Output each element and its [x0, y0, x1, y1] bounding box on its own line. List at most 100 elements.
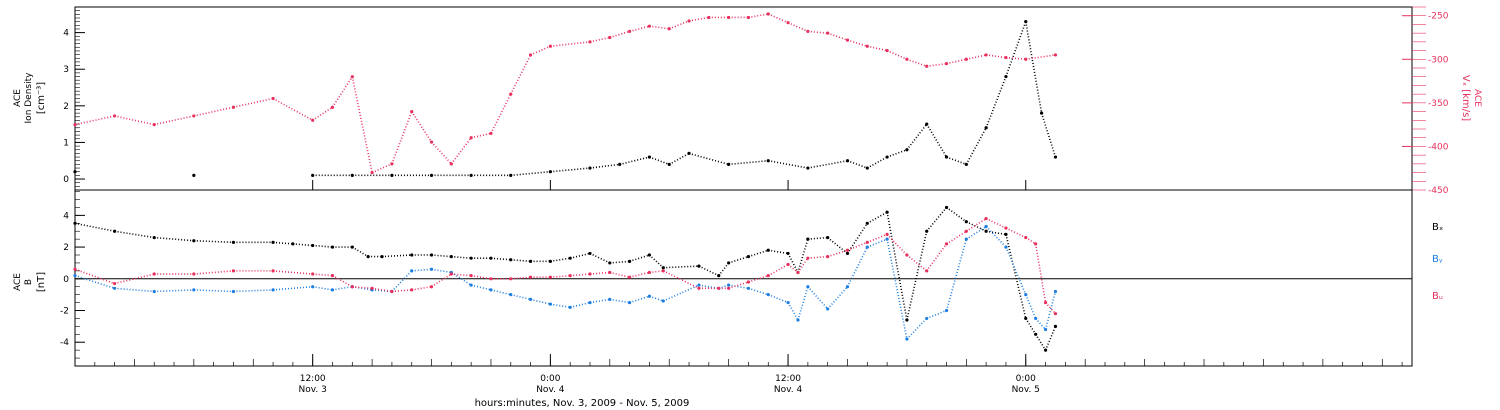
- bz-point-trace: [629, 271, 650, 278]
- vx-point-trace: [649, 25, 670, 30]
- bz-point-trace: [114, 273, 155, 285]
- vx-point-trace: [530, 45, 551, 56]
- by-point-trace: [411, 268, 432, 272]
- vx-point-trace: [233, 97, 274, 108]
- bx-point-trace: [154, 236, 194, 242]
- bz-point-trace: [312, 273, 333, 277]
- bottom-left-tick-label: 2: [63, 243, 69, 253]
- by-point: [152, 289, 156, 294]
- density-point-trace: [589, 163, 620, 169]
- bz-point-trace: [471, 274, 492, 280]
- bx-point-trace: [273, 241, 293, 245]
- bx-point-trace: [663, 265, 699, 269]
- bottom-left-ticks: 4 2 0 -2 -4: [60, 191, 85, 367]
- bz-point-trace: [570, 273, 591, 277]
- bz-point-trace: [866, 233, 888, 244]
- bx-point-trace: [1005, 234, 1027, 319]
- by-point-trace: [193, 289, 234, 293]
- by-point-trace: [154, 289, 194, 293]
- x-tick-date: Nov. 4: [774, 385, 803, 395]
- bz-point-trace: [906, 254, 928, 272]
- legend-bx: Bₓ: [1432, 222, 1443, 233]
- by-point-trace: [312, 285, 333, 291]
- by-point-trace: [985, 225, 1007, 248]
- vx-point-trace: [411, 111, 433, 143]
- bottom-left-tick-label: -4: [60, 338, 69, 348]
- bx-point-trace: [986, 230, 1007, 236]
- by-point-trace: [945, 238, 968, 311]
- bx-point: [885, 210, 889, 214]
- bx-point-trace: [114, 230, 155, 239]
- by-point-trace: [1035, 317, 1047, 331]
- bx-point-trace: [787, 253, 799, 273]
- vx-point: [429, 140, 434, 144]
- by-point-trace: [965, 225, 987, 240]
- vx-point-trace: [114, 115, 155, 126]
- bz-point-trace: [74, 268, 115, 285]
- density-point-trace: [926, 123, 948, 158]
- bx-point-trace: [1044, 326, 1057, 351]
- bz-point-trace: [728, 281, 749, 290]
- bx-point: [786, 251, 790, 256]
- bz-point-trace: [352, 285, 373, 290]
- bx-point-trace: [312, 244, 333, 248]
- x-tick-date: Nov. 4: [536, 385, 565, 395]
- density-point-trace: [866, 156, 888, 169]
- bz-point-trace: [332, 274, 353, 288]
- vx-point-trace: [371, 163, 393, 174]
- by-point-trace: [698, 284, 719, 290]
- by-point-trace: [649, 295, 664, 302]
- density-point-trace: [510, 170, 551, 177]
- vx-point-trace: [1005, 56, 1026, 61]
- x-tick-time: 0:00: [540, 374, 560, 384]
- vx-point-trace: [589, 36, 610, 43]
- by-point: [885, 237, 889, 241]
- bx-point: [1053, 324, 1058, 328]
- vx-point: [152, 123, 156, 127]
- density-point-trace: [550, 167, 591, 173]
- bx-point-trace: [589, 252, 611, 264]
- by-point-trace: [1005, 246, 1027, 295]
- top-right-tick-label: -400: [1428, 142, 1449, 152]
- bottom-ylabel-line3: [nT]: [36, 272, 47, 292]
- bz-point-trace: [827, 249, 848, 258]
- bz-point-trace: [273, 270, 313, 275]
- by-point-trace: [391, 270, 413, 293]
- bx-point-trace: [510, 258, 531, 263]
- vx-point-trace: [886, 49, 908, 61]
- density-point-trace: [649, 156, 670, 166]
- by-point: [1053, 289, 1058, 294]
- top-panel-frame: [74, 6, 1413, 191]
- density-point-trace: [688, 152, 729, 166]
- bz-point-trace: [510, 276, 531, 280]
- vx-point-trace: [966, 54, 987, 61]
- bx-point-trace: [351, 246, 369, 258]
- bz-point-trace: [662, 270, 700, 290]
- bz-point-trace: [411, 285, 432, 291]
- bz-point-trace: [787, 263, 799, 274]
- vx-point-trace: [74, 115, 115, 126]
- bx-point-trace: [926, 206, 948, 232]
- top-right-tick-label: -350: [1428, 99, 1449, 109]
- vx-point-trace: [510, 54, 532, 95]
- bx-point-trace: [74, 222, 115, 233]
- top-right-tick-label: -450: [1428, 186, 1449, 196]
- density-point-trace: [1024, 21, 1043, 114]
- bottom-panel-frame: [74, 189, 1413, 367]
- bx-point-trace: [648, 254, 664, 269]
- bx-point: [311, 243, 315, 248]
- vx-point-trace: [391, 111, 413, 165]
- bx-point: [152, 235, 156, 240]
- density-point-trace: [847, 159, 868, 169]
- vx-point-trace: [193, 106, 234, 117]
- vx-point-trace: [629, 25, 650, 33]
- vx-point-trace: [450, 137, 472, 165]
- bottom-left-tick-label: 4: [63, 211, 69, 221]
- by-point-trace: [609, 298, 630, 304]
- density-point-trace: [768, 159, 809, 169]
- bx-point-trace: [629, 254, 650, 263]
- bx-point-trace: [797, 238, 809, 273]
- density-point-trace: [1005, 21, 1027, 77]
